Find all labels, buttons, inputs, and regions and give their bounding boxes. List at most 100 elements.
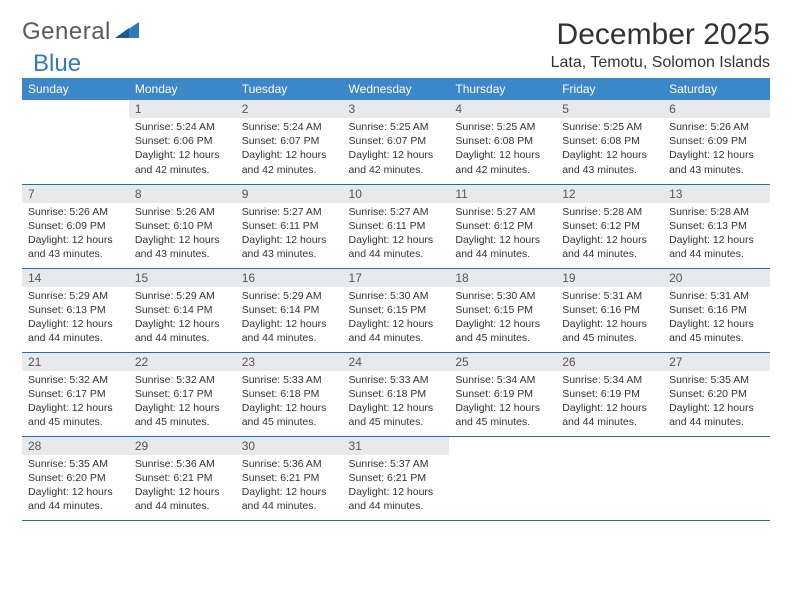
day-content: Sunrise: 5:25 AMSunset: 6:08 PMDaylight:… — [449, 118, 556, 181]
day-number: 10 — [343, 185, 450, 203]
calendar-cell: 12Sunrise: 5:28 AMSunset: 6:12 PMDayligh… — [556, 184, 663, 268]
day-header: Monday — [129, 78, 236, 100]
title-block: December 2025 Lata, Temotu, Solomon Isla… — [551, 18, 770, 72]
calendar-cell — [22, 100, 129, 184]
calendar-cell: 30Sunrise: 5:36 AMSunset: 6:21 PMDayligh… — [236, 436, 343, 520]
day-number: 25 — [449, 353, 556, 371]
calendar-cell: 22Sunrise: 5:32 AMSunset: 6:17 PMDayligh… — [129, 352, 236, 436]
day-number: 15 — [129, 269, 236, 287]
calendar-cell: 17Sunrise: 5:30 AMSunset: 6:15 PMDayligh… — [343, 268, 450, 352]
calendar-row: 7Sunrise: 5:26 AMSunset: 6:09 PMDaylight… — [22, 184, 770, 268]
day-content: Sunrise: 5:33 AMSunset: 6:18 PMDaylight:… — [236, 371, 343, 434]
day-number: 19 — [556, 269, 663, 287]
calendar-row: 21Sunrise: 5:32 AMSunset: 6:17 PMDayligh… — [22, 352, 770, 436]
day-content: Sunrise: 5:31 AMSunset: 6:16 PMDaylight:… — [663, 287, 770, 350]
day-number: 28 — [22, 437, 129, 455]
calendar-table: SundayMondayTuesdayWednesdayThursdayFrid… — [22, 78, 770, 521]
day-content: Sunrise: 5:37 AMSunset: 6:21 PMDaylight:… — [343, 455, 450, 518]
day-content: Sunrise: 5:27 AMSunset: 6:11 PMDaylight:… — [343, 203, 450, 266]
calendar-cell — [663, 436, 770, 520]
day-content: Sunrise: 5:35 AMSunset: 6:20 PMDaylight:… — [663, 371, 770, 434]
day-number: 5 — [556, 100, 663, 118]
day-header: Friday — [556, 78, 663, 100]
calendar-cell: 26Sunrise: 5:34 AMSunset: 6:19 PMDayligh… — [556, 352, 663, 436]
calendar-cell: 3Sunrise: 5:25 AMSunset: 6:07 PMDaylight… — [343, 100, 450, 184]
day-number: 17 — [343, 269, 450, 287]
calendar-cell: 11Sunrise: 5:27 AMSunset: 6:12 PMDayligh… — [449, 184, 556, 268]
calendar-body: 1Sunrise: 5:24 AMSunset: 6:06 PMDaylight… — [22, 100, 770, 520]
day-number: 13 — [663, 185, 770, 203]
day-header: Wednesday — [343, 78, 450, 100]
day-number: 22 — [129, 353, 236, 371]
day-content: Sunrise: 5:33 AMSunset: 6:18 PMDaylight:… — [343, 371, 450, 434]
day-content: Sunrise: 5:28 AMSunset: 6:13 PMDaylight:… — [663, 203, 770, 266]
calendar-row: 14Sunrise: 5:29 AMSunset: 6:13 PMDayligh… — [22, 268, 770, 352]
day-number: 20 — [663, 269, 770, 287]
location-text: Lata, Temotu, Solomon Islands — [551, 54, 770, 72]
day-number: 29 — [129, 437, 236, 455]
calendar-cell: 4Sunrise: 5:25 AMSunset: 6:08 PMDaylight… — [449, 100, 556, 184]
day-header: Thursday — [449, 78, 556, 100]
day-content: Sunrise: 5:31 AMSunset: 6:16 PMDaylight:… — [556, 287, 663, 350]
logo-text-general: General — [22, 18, 111, 46]
calendar-cell: 19Sunrise: 5:31 AMSunset: 6:16 PMDayligh… — [556, 268, 663, 352]
calendar-cell: 23Sunrise: 5:33 AMSunset: 6:18 PMDayligh… — [236, 352, 343, 436]
day-content: Sunrise: 5:30 AMSunset: 6:15 PMDaylight:… — [449, 287, 556, 350]
calendar-cell: 25Sunrise: 5:34 AMSunset: 6:19 PMDayligh… — [449, 352, 556, 436]
day-content: Sunrise: 5:32 AMSunset: 6:17 PMDaylight:… — [22, 371, 129, 434]
calendar-cell: 6Sunrise: 5:26 AMSunset: 6:09 PMDaylight… — [663, 100, 770, 184]
day-number: 6 — [663, 100, 770, 118]
day-content: Sunrise: 5:36 AMSunset: 6:21 PMDaylight:… — [236, 455, 343, 518]
calendar-cell — [449, 436, 556, 520]
calendar-cell: 10Sunrise: 5:27 AMSunset: 6:11 PMDayligh… — [343, 184, 450, 268]
header: General December 2025 Lata, Temotu, Solo… — [22, 18, 770, 72]
month-title: December 2025 — [551, 18, 770, 52]
day-content: Sunrise: 5:24 AMSunset: 6:07 PMDaylight:… — [236, 118, 343, 181]
day-number: 27 — [663, 353, 770, 371]
day-number: 2 — [236, 100, 343, 118]
calendar-cell: 13Sunrise: 5:28 AMSunset: 6:13 PMDayligh… — [663, 184, 770, 268]
calendar-cell: 1Sunrise: 5:24 AMSunset: 6:06 PMDaylight… — [129, 100, 236, 184]
calendar-cell: 28Sunrise: 5:35 AMSunset: 6:20 PMDayligh… — [22, 436, 129, 520]
calendar-cell: 27Sunrise: 5:35 AMSunset: 6:20 PMDayligh… — [663, 352, 770, 436]
calendar-header-row: SundayMondayTuesdayWednesdayThursdayFrid… — [22, 78, 770, 100]
day-content: Sunrise: 5:27 AMSunset: 6:11 PMDaylight:… — [236, 203, 343, 266]
day-header: Sunday — [22, 78, 129, 100]
day-number: 31 — [343, 437, 450, 455]
day-number: 1 — [129, 100, 236, 118]
day-content: Sunrise: 5:24 AMSunset: 6:06 PMDaylight:… — [129, 118, 236, 181]
day-content: Sunrise: 5:28 AMSunset: 6:12 PMDaylight:… — [556, 203, 663, 266]
calendar-cell: 14Sunrise: 5:29 AMSunset: 6:13 PMDayligh… — [22, 268, 129, 352]
day-number: 30 — [236, 437, 343, 455]
day-header: Tuesday — [236, 78, 343, 100]
day-content: Sunrise: 5:27 AMSunset: 6:12 PMDaylight:… — [449, 203, 556, 266]
day-number: 4 — [449, 100, 556, 118]
calendar-cell: 5Sunrise: 5:25 AMSunset: 6:08 PMDaylight… — [556, 100, 663, 184]
day-number: 14 — [22, 269, 129, 287]
calendar-cell: 29Sunrise: 5:36 AMSunset: 6:21 PMDayligh… — [129, 436, 236, 520]
day-number: 18 — [449, 269, 556, 287]
day-number: 24 — [343, 353, 450, 371]
day-content: Sunrise: 5:35 AMSunset: 6:20 PMDaylight:… — [22, 455, 129, 518]
day-number: 26 — [556, 353, 663, 371]
logo-triangle-icon — [115, 20, 141, 45]
day-content: Sunrise: 5:36 AMSunset: 6:21 PMDaylight:… — [129, 455, 236, 518]
day-content: Sunrise: 5:30 AMSunset: 6:15 PMDaylight:… — [343, 287, 450, 350]
day-number: 3 — [343, 100, 450, 118]
day-content: Sunrise: 5:29 AMSunset: 6:14 PMDaylight:… — [236, 287, 343, 350]
calendar-cell: 2Sunrise: 5:24 AMSunset: 6:07 PMDaylight… — [236, 100, 343, 184]
day-content: Sunrise: 5:29 AMSunset: 6:14 PMDaylight:… — [129, 287, 236, 350]
day-header: Saturday — [663, 78, 770, 100]
calendar-cell: 20Sunrise: 5:31 AMSunset: 6:16 PMDayligh… — [663, 268, 770, 352]
day-number: 7 — [22, 185, 129, 203]
calendar-row: 28Sunrise: 5:35 AMSunset: 6:20 PMDayligh… — [22, 436, 770, 520]
day-content: Sunrise: 5:34 AMSunset: 6:19 PMDaylight:… — [449, 371, 556, 434]
calendar-cell: 24Sunrise: 5:33 AMSunset: 6:18 PMDayligh… — [343, 352, 450, 436]
day-content: Sunrise: 5:26 AMSunset: 6:09 PMDaylight:… — [22, 203, 129, 266]
day-number: 9 — [236, 185, 343, 203]
calendar-cell: 16Sunrise: 5:29 AMSunset: 6:14 PMDayligh… — [236, 268, 343, 352]
calendar-cell: 15Sunrise: 5:29 AMSunset: 6:14 PMDayligh… — [129, 268, 236, 352]
calendar-cell: 18Sunrise: 5:30 AMSunset: 6:15 PMDayligh… — [449, 268, 556, 352]
day-content: Sunrise: 5:34 AMSunset: 6:19 PMDaylight:… — [556, 371, 663, 434]
day-content: Sunrise: 5:26 AMSunset: 6:09 PMDaylight:… — [663, 118, 770, 181]
